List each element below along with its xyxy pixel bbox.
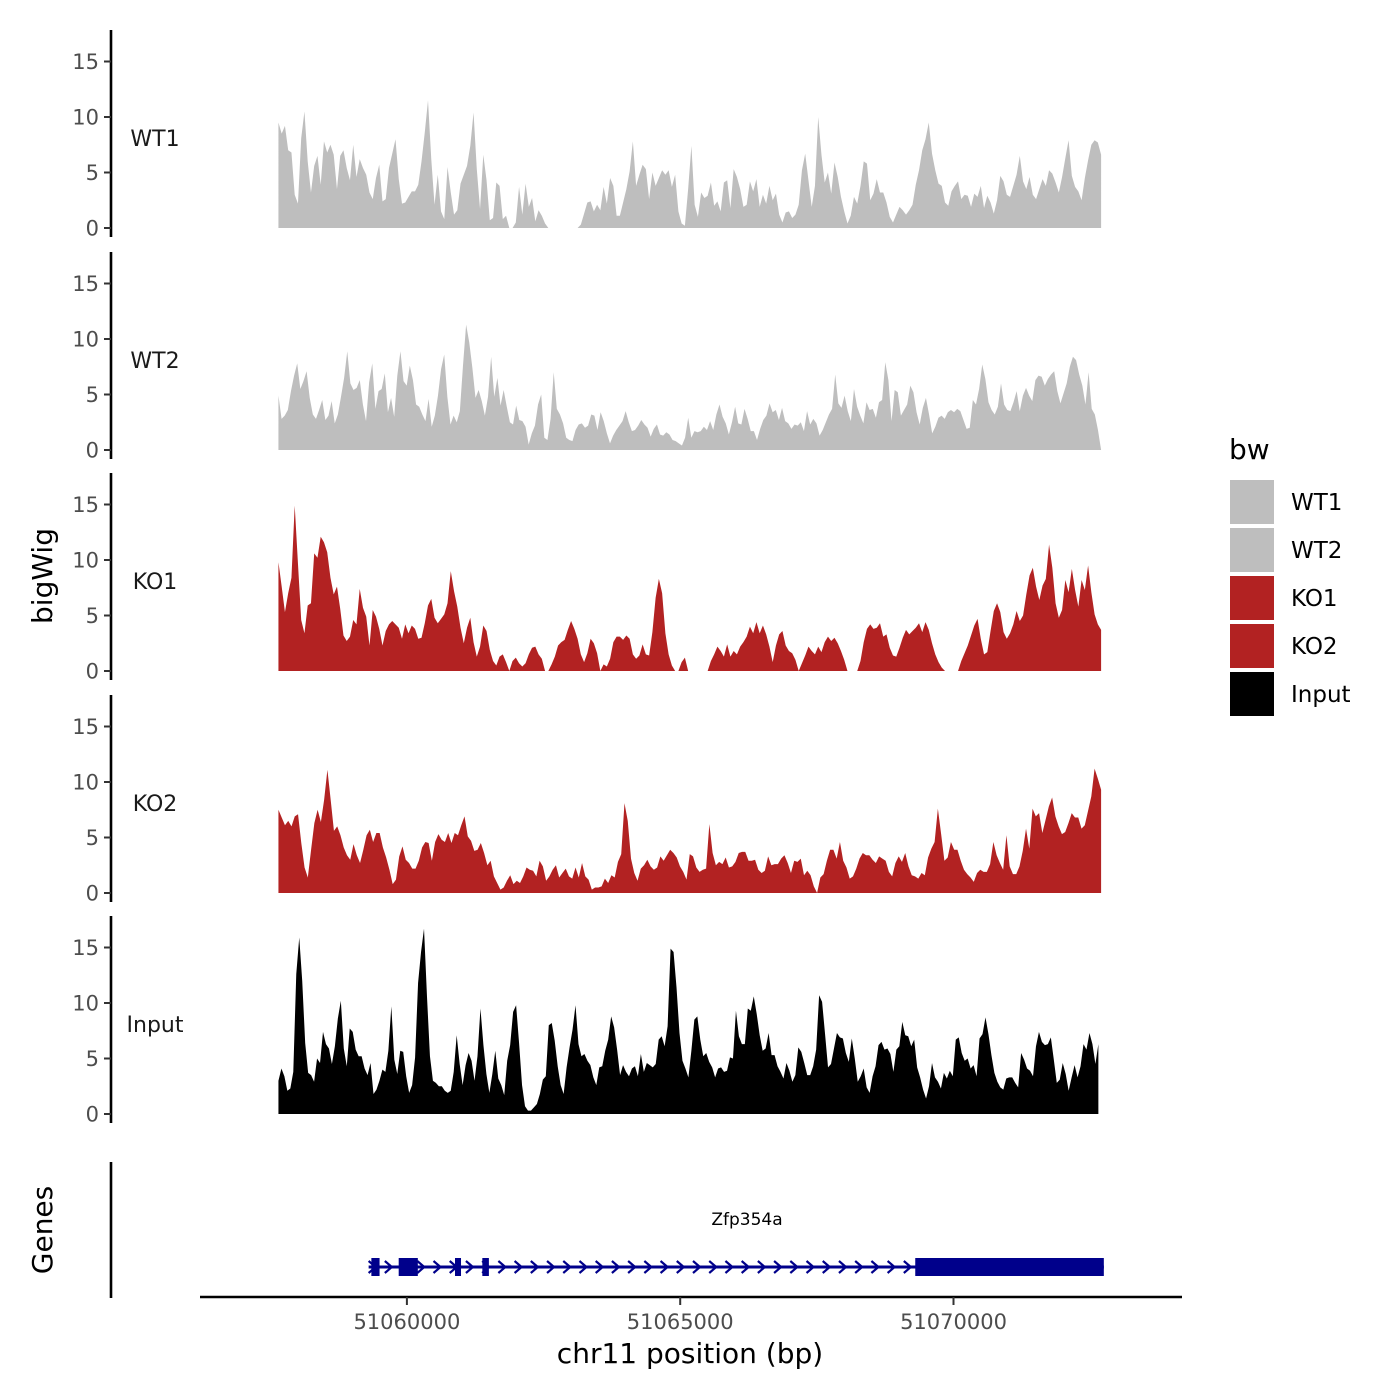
strand-arrow <box>384 1260 394 1274</box>
x-axis-title: chr11 position (bp) <box>557 1337 823 1370</box>
track-label-ko1: KO1 <box>133 570 178 595</box>
strand-arrow <box>740 1260 751 1274</box>
track-label-wt1: WT1 <box>130 127 179 152</box>
gene-name-label: Zfp354a <box>711 1210 782 1230</box>
strand-arrow <box>870 1260 881 1274</box>
strand-arrow <box>497 1260 508 1274</box>
strand-arrow <box>676 1260 686 1274</box>
strand-arrow <box>822 1260 832 1274</box>
strand-arrow <box>627 1260 637 1274</box>
strand-arrow <box>611 1260 621 1274</box>
y-tick-label: 10 <box>72 771 99 795</box>
strand-arrow <box>594 1260 605 1274</box>
strand-arrow <box>886 1260 897 1274</box>
gene-exon <box>915 1258 1104 1276</box>
y-tick-label: 5 <box>86 383 99 407</box>
area-wt1 <box>278 100 1102 228</box>
strand-arrow <box>643 1260 654 1274</box>
strand-arrow <box>513 1260 524 1274</box>
gene-panel: Genes Zfp354a <box>26 1162 1104 1298</box>
strand-arrow <box>578 1260 589 1274</box>
y-tick-label: 15 <box>72 715 99 739</box>
strand-arrow <box>724 1260 735 1274</box>
legend-entries: WT1 WT2 KO1 KO2 Input <box>1230 480 1351 716</box>
y-tick-label: 5 <box>86 161 99 185</box>
strand-arrow <box>903 1260 913 1274</box>
y-tick-label: 10 <box>72 328 99 352</box>
strand-arrow <box>708 1260 718 1274</box>
x-tick-label: 51065000 <box>627 1310 734 1334</box>
y-tick-label: 10 <box>72 106 99 130</box>
strand-arrow <box>432 1260 443 1274</box>
gene-exon <box>454 1258 462 1276</box>
x-axis: 51060000 51065000 51070000 chr11 position … <box>200 1295 1182 1370</box>
y-tick-label: 15 <box>72 936 99 960</box>
strand-arrow <box>465 1260 475 1274</box>
legend-swatch-input <box>1230 672 1274 716</box>
gene-exon <box>482 1258 489 1276</box>
legend-title: bw <box>1229 433 1270 466</box>
area-input <box>278 928 1099 1114</box>
legend-swatch-ko1 <box>1230 576 1274 620</box>
strand-arrow <box>773 1260 783 1274</box>
legend-label-wt2: WT2 <box>1291 538 1342 564</box>
y-tick-label: 5 <box>86 826 99 850</box>
strand-arrow <box>562 1260 572 1274</box>
strand-arrow <box>789 1260 799 1274</box>
track-ko1: 0 5 10 15 KO1 <box>72 473 1102 684</box>
genes-axis-label: Genes <box>26 1186 59 1274</box>
legend-swatch-wt1 <box>1230 480 1274 524</box>
area-wt2 <box>278 324 1102 450</box>
legend-label-ko2: KO2 <box>1291 634 1338 660</box>
legend-label-ko1: KO1 <box>1291 586 1338 612</box>
strand-arrow <box>530 1260 540 1274</box>
y-tick-label: 10 <box>72 992 99 1016</box>
y-tick-label: 0 <box>86 1103 99 1127</box>
strand-arrow <box>757 1260 767 1274</box>
y-tick-label: 0 <box>86 660 99 684</box>
y-axis-title: bigWig <box>26 528 59 624</box>
track-label-wt2: WT2 <box>130 349 179 374</box>
track-ko2: 0 5 10 15 KO2 <box>72 695 1102 906</box>
y-tick-label: 15 <box>72 50 99 74</box>
strand-arrow <box>805 1260 816 1274</box>
strand-arrow <box>854 1260 864 1274</box>
y-tick-label: 0 <box>86 439 99 463</box>
x-axis-ticks: 51060000 51065000 51070000 <box>353 1297 1007 1334</box>
area-ko1 <box>278 505 1102 671</box>
track-panels: 0 5 10 15 WT1 0 5 10 15 WT2 0 5 10 15 KO1 0 5 10 15 KO2 0 5 10… <box>72 30 1102 1127</box>
strand-arrow <box>692 1260 702 1274</box>
y-tick-label: 0 <box>86 217 99 241</box>
track-label-ko2: KO2 <box>133 792 178 817</box>
y-tick-label: 5 <box>86 1047 99 1071</box>
track-wt2: 0 5 10 15 WT2 <box>72 252 1102 463</box>
legend-swatch-ko2 <box>1230 624 1274 668</box>
strand-arrow <box>546 1260 556 1274</box>
x-tick-label: 51060000 <box>353 1310 460 1334</box>
y-tick-label: 15 <box>72 272 99 296</box>
track-input: 0 5 10 15 Input <box>72 916 1099 1127</box>
y-tick-label: 0 <box>86 882 99 906</box>
legend-swatch-wt2 <box>1230 528 1274 572</box>
strand-arrow <box>838 1260 848 1274</box>
y-tick-label: 5 <box>86 604 99 628</box>
gene-exon <box>371 1258 380 1276</box>
legend-label-wt1: WT1 <box>1291 490 1342 516</box>
gene-exon <box>398 1258 418 1276</box>
track-label-input: Input <box>127 1013 184 1038</box>
gene-model <box>367 1258 1104 1276</box>
strand-arrow <box>416 1260 426 1274</box>
legend-label-input: Input <box>1291 682 1351 708</box>
strand-arrow <box>659 1260 670 1274</box>
area-ko2 <box>278 768 1102 893</box>
x-tick-label: 51070000 <box>900 1310 1007 1334</box>
y-tick-label: 15 <box>72 493 99 517</box>
track-wt1: 0 5 10 15 WT1 <box>72 30 1102 241</box>
y-tick-label: 10 <box>72 549 99 573</box>
legend: bw WT1 WT2 KO1 KO2 Input <box>1229 433 1351 716</box>
